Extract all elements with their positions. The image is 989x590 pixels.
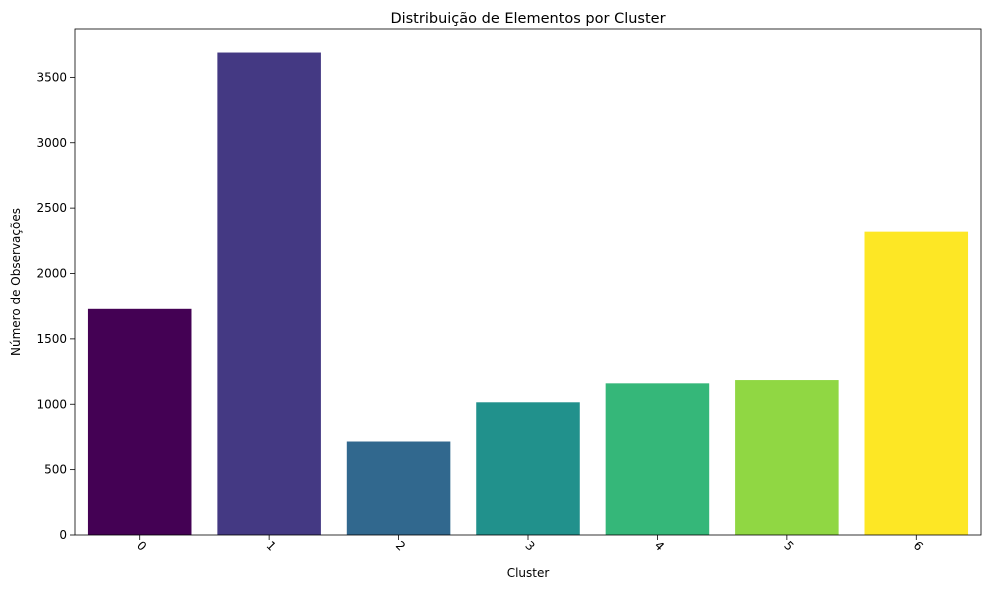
y-tick-label: 2000: [36, 267, 67, 281]
y-tick-label: 0: [59, 528, 67, 542]
y-tick-label: 500: [44, 463, 67, 477]
x-axis: 0 1 2 3 4 5 6: [134, 535, 926, 554]
bar-cluster-2: [346, 441, 451, 535]
bar-cluster-1: [217, 52, 321, 535]
bar-cluster-0: [87, 308, 192, 535]
bar-cluster-4: [605, 383, 710, 535]
y-tick-label: 3500: [36, 70, 67, 84]
bar-cluster-3: [476, 402, 580, 535]
y-tick-label: 3000: [36, 136, 67, 150]
x-tick-label: 3: [522, 538, 537, 553]
chart-title: Distribuição de Elementos por Cluster: [390, 11, 665, 27]
x-tick-label: 0: [134, 538, 149, 553]
x-tick-label: 2: [393, 538, 408, 553]
bars-layer: [87, 52, 969, 535]
x-axis-title: Cluster: [507, 566, 550, 580]
x-tick-label: 5: [781, 538, 796, 553]
y-tick-label: 1000: [36, 397, 67, 411]
y-axis: 0 500 1000 1500 2000 2500 3000 3500: [36, 70, 75, 542]
y-axis-title: Número de Observações: [9, 208, 23, 356]
bar-cluster-5: [735, 380, 839, 535]
plot-frame: [74, 28, 982, 536]
x-tick-label: 1: [263, 538, 278, 553]
bar-cluster-6: [864, 231, 969, 535]
y-tick-label: 1500: [36, 332, 67, 346]
x-tick-label: 4: [652, 538, 667, 553]
x-tick-label: 6: [911, 538, 926, 553]
y-tick-label: 2500: [36, 201, 67, 215]
